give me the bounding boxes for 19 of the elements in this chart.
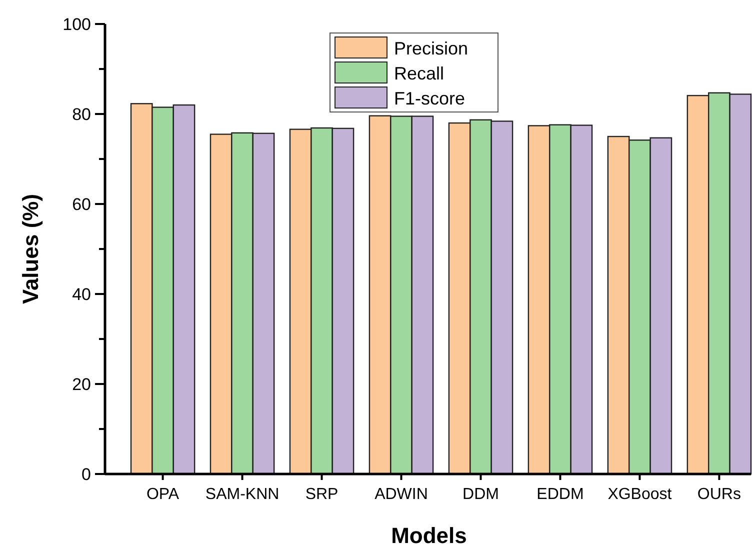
x-tick-label: EDDM bbox=[536, 486, 584, 503]
x-tick-label: DDM bbox=[462, 486, 499, 503]
y-tick-label: 100 bbox=[62, 14, 91, 34]
x-tick-label: OPA bbox=[146, 486, 180, 503]
legend-label: F1-score bbox=[394, 88, 466, 108]
legend-label: Precision bbox=[394, 38, 468, 58]
y-tick-label: 60 bbox=[72, 194, 91, 214]
x-axis-title: Models bbox=[391, 523, 467, 548]
y-axis-title: Values (%) bbox=[18, 194, 43, 304]
x-tick-label: XGBoost bbox=[608, 486, 672, 503]
y-tick-label: 80 bbox=[72, 104, 91, 124]
y-tick-label: 20 bbox=[72, 374, 91, 394]
x-tick-label: OURs bbox=[697, 486, 741, 503]
legend-label: Recall bbox=[394, 63, 444, 84]
x-tick-label: SAM-KNN bbox=[205, 486, 280, 503]
y-tick-label: 40 bbox=[72, 284, 91, 304]
x-tick-label: ADWIN bbox=[374, 486, 428, 503]
y-tick-label: 0 bbox=[82, 464, 91, 484]
x-tick-label: SRP bbox=[305, 486, 338, 503]
